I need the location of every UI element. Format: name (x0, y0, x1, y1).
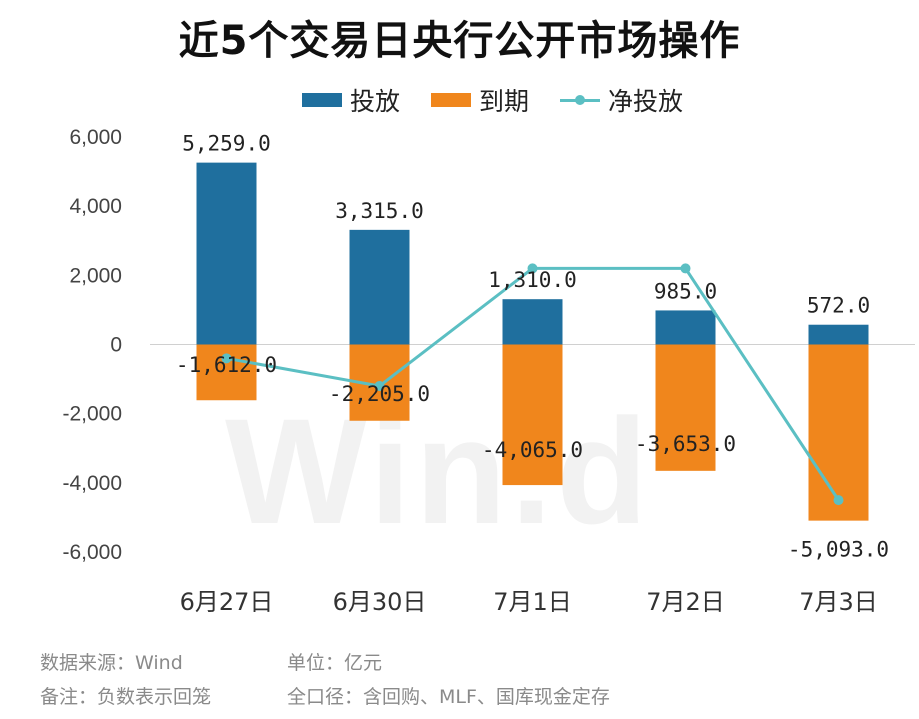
data-label-expire: -4,065.0 (482, 438, 583, 462)
bar-expire (808, 344, 869, 521)
bar-invest (808, 324, 869, 345)
legend-item-invest: 投放 (302, 82, 400, 118)
footer-scope: 全口径：含回购、MLF、国库现金定存 (287, 686, 610, 708)
bar-expire (655, 344, 716, 471)
net-point (833, 495, 844, 506)
data-label-invest: 5,259.0 (182, 132, 271, 156)
data-label-expire: -2,205.0 (329, 382, 430, 406)
chart-title: 近5个交易日央行公开市场操作 (178, 18, 741, 64)
x-tick-label: 7月2日 (646, 588, 725, 616)
bar-expire (502, 344, 563, 486)
x-tick-label: 6月30日 (333, 588, 427, 616)
footer-unit: 单位：亿元 (287, 652, 383, 674)
x-tick-label: 7月1日 (493, 588, 572, 616)
y-tick-label: 2,000 (69, 264, 122, 287)
y-tick-label: 6,000 (69, 126, 122, 149)
legend-label-invest: 投放 (350, 87, 401, 116)
legend-label-net: 净投放 (608, 87, 684, 116)
bar-invest (349, 229, 410, 345)
legend-swatch-net (560, 93, 600, 107)
data-label-expire: -5,093.0 (788, 538, 889, 562)
data-label-invest: 3,315.0 (335, 199, 424, 223)
legend: 投放 到期 净投放 (0, 82, 919, 116)
legend-swatch-invest (302, 93, 342, 107)
legend-item-net: 净投放 (560, 82, 683, 118)
y-tick-label: -4,000 (62, 472, 122, 495)
y-tick-label: -6,000 (62, 541, 122, 564)
footer-note: 备注：负数表示回笼 (40, 686, 212, 708)
x-tick-label: 6月27日 (180, 588, 274, 616)
footer-source: 数据来源：Wind (40, 652, 183, 674)
bar-invest (502, 299, 563, 345)
data-label-invest: 985.0 (654, 279, 717, 303)
y-tick-label: -2,000 (62, 403, 122, 426)
data-label-expire: -3,653.0 (635, 432, 736, 456)
watermark: Win.d (225, 387, 652, 555)
net-point (221, 353, 232, 364)
bar-invest (196, 162, 257, 345)
legend-item-expire: 到期 (431, 82, 529, 118)
x-tick-label: 7月3日 (799, 588, 878, 616)
net-point (527, 263, 538, 274)
y-tick-label: 0 (110, 334, 122, 357)
bar-invest (655, 310, 716, 345)
y-tick-label: 4,000 (69, 195, 122, 218)
legend-swatch-expire (431, 93, 471, 107)
net-point (680, 263, 691, 274)
data-label-invest: 572.0 (807, 294, 870, 318)
legend-label-expire: 到期 (479, 87, 530, 116)
net-point (374, 381, 385, 391)
data-label-expire: -1,612.0 (176, 353, 277, 377)
data-label-invest: 1,310.0 (488, 268, 577, 292)
